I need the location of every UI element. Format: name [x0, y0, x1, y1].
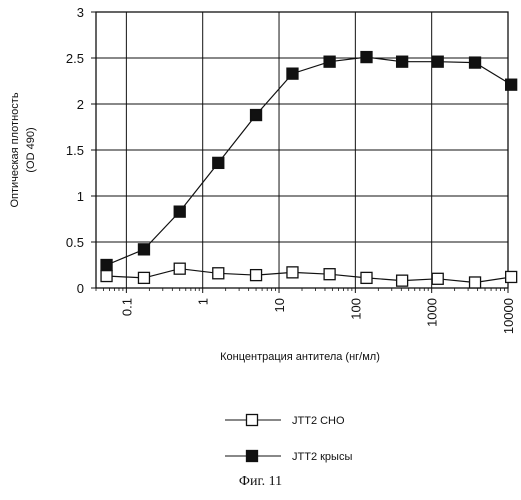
y-tick-label: 3 [77, 5, 84, 20]
data-point-cho [361, 272, 372, 283]
data-point-rat [287, 68, 298, 79]
data-point-cho [213, 268, 224, 279]
data-point-cho [287, 267, 298, 278]
data-point-rat [432, 56, 443, 67]
series-line-cho [107, 269, 512, 283]
y-tick-label: 1.5 [66, 143, 84, 158]
y-axis-label: Оптическая плотность [9, 92, 21, 207]
data-point-rat [470, 57, 481, 68]
data-point-rat [361, 52, 372, 63]
data-point-rat [506, 79, 517, 90]
series-layer [101, 52, 517, 288]
y-tick-label: 1 [77, 189, 84, 204]
data-point-rat [174, 206, 185, 217]
data-point-cho [397, 275, 408, 286]
x-tick-label: 10000 [501, 298, 516, 334]
data-point-cho [432, 273, 443, 284]
data-point-cho [251, 270, 262, 281]
x-axis-label: Концентрация антитела (нг/мл) [220, 351, 380, 363]
y-tick-label: 0.5 [66, 235, 84, 250]
y-tick-label: 2 [77, 97, 84, 112]
y-axis: 0 0.5 1 1.5 2 2.5 3 [66, 5, 96, 296]
x-tick-label: 10 [272, 298, 287, 312]
legend-marker-cho [247, 415, 258, 426]
data-point-rat [324, 56, 335, 67]
figure-caption: Фиг. 11 [0, 474, 521, 490]
x-tick-label: 1000 [425, 298, 440, 327]
data-point-cho [506, 271, 517, 282]
data-point-cho [174, 263, 185, 274]
data-point-cho [101, 271, 112, 282]
data-point-rat [397, 56, 408, 67]
legend-label-cho: JTT2 CHO [292, 415, 345, 427]
y-tick-label: 2.5 [66, 51, 84, 66]
data-point-rat [213, 157, 224, 168]
x-tick-label: 100 [348, 298, 363, 320]
data-point-rat [138, 244, 149, 255]
y-axis-unit: (OD 490) [25, 127, 37, 172]
data-point-rat [251, 110, 262, 121]
data-point-cho [138, 272, 149, 283]
grid [96, 12, 508, 288]
x-axis: 0.1 1 10 100 1000 10000 [96, 288, 516, 334]
legend-label-rat: JTT2 крысы [292, 451, 352, 463]
data-point-cho [470, 277, 481, 288]
series-line-rat [107, 57, 512, 265]
legend: JTT2 CHO JTT2 крысы [225, 415, 352, 464]
x-tick-label: 0.1 [119, 298, 134, 316]
legend-marker-rat [247, 451, 258, 462]
x-tick-label: 1 [196, 298, 211, 305]
data-point-rat [101, 260, 112, 271]
data-point-cho [324, 269, 335, 280]
y-tick-label: 0 [77, 281, 84, 296]
